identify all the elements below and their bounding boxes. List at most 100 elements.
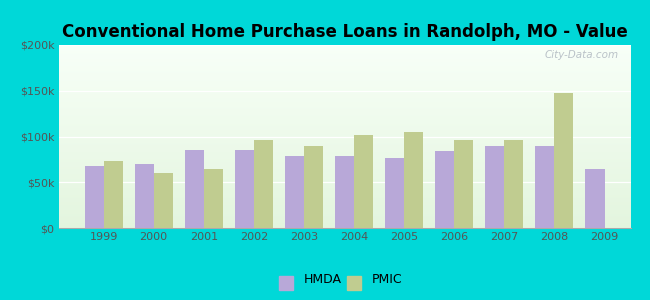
Bar xyxy=(58,180,630,181)
Bar xyxy=(58,174,630,175)
Bar xyxy=(58,165,630,166)
Bar xyxy=(58,48,630,49)
Bar xyxy=(58,117,630,118)
Bar xyxy=(58,179,630,180)
Bar xyxy=(58,143,630,144)
Bar xyxy=(58,93,630,94)
Bar xyxy=(58,108,630,109)
Bar xyxy=(58,54,630,55)
Bar xyxy=(58,216,630,217)
Bar xyxy=(58,102,630,103)
Bar xyxy=(58,218,630,219)
Bar xyxy=(58,106,630,107)
Bar xyxy=(58,91,630,92)
Bar xyxy=(58,51,630,52)
Bar xyxy=(504,140,523,228)
Bar xyxy=(58,80,630,81)
Bar xyxy=(58,94,630,95)
Bar xyxy=(58,142,630,143)
Bar xyxy=(58,225,630,226)
Bar xyxy=(58,110,630,111)
Bar xyxy=(58,146,630,147)
Bar xyxy=(58,172,630,173)
Bar xyxy=(58,116,630,117)
Bar xyxy=(58,176,630,177)
Bar xyxy=(58,96,630,97)
Bar xyxy=(58,153,630,154)
Bar xyxy=(58,168,630,169)
Bar xyxy=(58,222,630,223)
Bar xyxy=(58,124,630,125)
Bar xyxy=(58,104,630,105)
Bar xyxy=(58,99,630,100)
Bar xyxy=(58,71,630,73)
Bar xyxy=(58,58,630,59)
Bar xyxy=(354,135,373,228)
Bar xyxy=(58,122,630,123)
Bar xyxy=(58,204,630,205)
Bar xyxy=(58,171,630,172)
Title: Conventional Home Purchase Loans in Randolph, MO - Value: Conventional Home Purchase Loans in Rand… xyxy=(62,23,627,41)
Bar xyxy=(58,188,630,189)
Bar xyxy=(58,154,630,155)
Bar xyxy=(58,215,630,216)
Bar xyxy=(58,184,630,185)
Bar xyxy=(58,183,630,184)
Bar xyxy=(58,92,630,93)
Bar xyxy=(58,202,630,203)
Bar xyxy=(58,227,630,228)
Bar xyxy=(58,178,630,179)
Bar xyxy=(285,156,304,228)
Bar xyxy=(58,67,630,68)
Bar xyxy=(58,220,630,221)
Bar xyxy=(58,90,630,91)
Bar xyxy=(58,156,630,157)
Bar xyxy=(58,141,630,142)
Bar xyxy=(58,170,630,171)
Bar xyxy=(58,113,630,114)
Bar xyxy=(58,212,630,213)
Bar xyxy=(58,200,630,202)
Bar xyxy=(58,136,630,137)
Bar xyxy=(58,103,630,104)
Bar xyxy=(58,193,630,194)
Bar xyxy=(58,192,630,193)
Bar xyxy=(58,87,630,88)
Bar xyxy=(58,97,630,98)
Bar xyxy=(58,163,630,164)
Bar xyxy=(58,224,630,225)
Bar xyxy=(58,98,630,99)
Bar xyxy=(58,161,630,162)
Bar xyxy=(58,109,630,110)
Bar xyxy=(58,81,630,82)
Bar xyxy=(58,186,630,187)
Bar xyxy=(58,169,630,170)
Bar xyxy=(58,100,630,101)
Bar xyxy=(58,187,630,188)
Bar xyxy=(203,169,223,228)
Bar xyxy=(58,135,630,136)
Bar xyxy=(58,119,630,120)
Bar xyxy=(58,78,630,79)
Bar xyxy=(58,149,630,150)
Bar xyxy=(58,160,630,161)
Bar xyxy=(58,46,630,47)
Bar xyxy=(58,45,630,46)
Bar xyxy=(58,214,630,215)
Bar xyxy=(58,169,630,170)
Bar xyxy=(58,69,630,70)
Bar xyxy=(435,151,454,228)
Bar xyxy=(58,223,630,224)
Bar xyxy=(58,217,630,218)
Bar xyxy=(58,167,630,168)
Bar xyxy=(58,56,630,57)
Bar xyxy=(58,139,630,140)
Bar xyxy=(58,140,630,141)
Bar xyxy=(58,95,630,96)
Bar xyxy=(58,123,630,124)
Bar xyxy=(103,161,123,228)
Bar xyxy=(58,221,630,222)
Bar xyxy=(58,111,630,112)
Bar xyxy=(58,164,630,165)
Bar xyxy=(58,213,630,214)
